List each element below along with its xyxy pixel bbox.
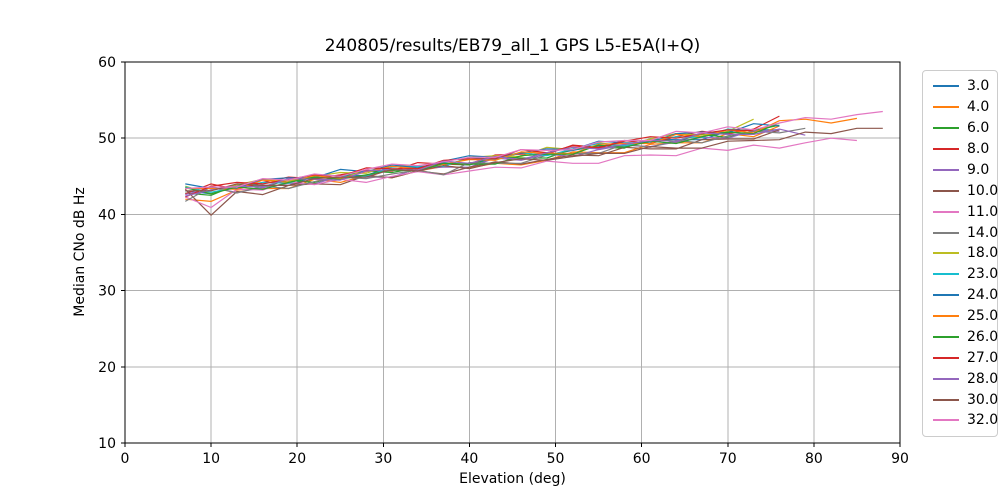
x-tick-label: 80	[805, 451, 823, 467]
series-line-14.0	[185, 127, 806, 202]
legend-item-23.0: 23.0	[933, 264, 998, 284]
x-tick-label: 90	[891, 451, 909, 467]
legend-item-10.0: 10.0	[933, 181, 998, 201]
legend-swatch	[933, 315, 959, 318]
legend-swatch	[933, 398, 959, 401]
y-axis-label: Median CNo dB Hz	[72, 187, 88, 317]
series-line-11.0	[185, 137, 857, 209]
x-tick-label: 70	[719, 451, 737, 467]
legend-item-8.0: 8.0	[933, 139, 991, 159]
legend-item-30.0: 30.0	[933, 390, 998, 410]
legend-swatch	[933, 168, 959, 171]
chart-title: 240805/results/EB79_all_1 GPS L5-E5A(I+Q…	[324, 36, 701, 56]
legend-swatch	[933, 335, 959, 338]
legend-item-32.0: 32.0	[933, 410, 998, 430]
legend-label: 11.0	[967, 203, 999, 220]
y-tick-label: 40	[98, 207, 116, 223]
legend-label: 30.0	[967, 391, 999, 408]
legend-label: 28.0	[967, 370, 999, 387]
legend-label: 3.0	[967, 78, 990, 95]
legend-item-11.0: 11.0	[933, 202, 998, 222]
x-tick-label: 50	[547, 451, 565, 467]
legend-label: 8.0	[967, 141, 990, 158]
legend-item-3.0: 3.0	[933, 76, 991, 96]
y-tick-label: 50	[98, 131, 116, 147]
legend-label: 26.0	[967, 328, 999, 345]
legend-swatch	[933, 252, 959, 255]
series-line-32.0	[185, 110, 883, 190]
legend-swatch	[933, 419, 959, 422]
x-tick-label: 60	[633, 451, 651, 467]
y-tick-label: 20	[98, 360, 116, 376]
x-tick-label: 10	[202, 451, 220, 467]
legend-label: 18.0	[967, 245, 999, 262]
legend-swatch	[933, 377, 959, 380]
legend-label: 24.0	[967, 287, 999, 304]
legend-item-4.0: 4.0	[933, 97, 991, 117]
legend-swatch	[933, 273, 959, 276]
legend-swatch	[933, 189, 959, 192]
x-tick-label: 0	[121, 451, 130, 467]
legend-label: 9.0	[967, 161, 990, 178]
legend-swatch	[933, 294, 959, 297]
y-tick-label: 10	[98, 436, 116, 452]
x-tick-label: 40	[461, 451, 479, 467]
legend-item-28.0: 28.0	[933, 369, 998, 389]
legend-swatch	[933, 210, 959, 213]
y-tick-label: 30	[98, 284, 116, 300]
legend-label: 27.0	[967, 349, 999, 366]
legend-label: 32.0	[967, 412, 999, 429]
legend-item-24.0: 24.0	[933, 285, 998, 305]
legend-swatch	[933, 106, 959, 109]
legend-label: 25.0	[967, 308, 999, 325]
series-line-24.0	[185, 123, 780, 190]
y-tick-label: 60	[98, 55, 116, 71]
series-line-30.0	[185, 127, 883, 192]
x-tick-label: 20	[288, 451, 306, 467]
legend-label: 14.0	[967, 224, 999, 241]
series-line-26.0	[185, 122, 780, 195]
legend-label: 6.0	[967, 120, 990, 137]
legend-swatch	[933, 356, 959, 359]
legend-item-6.0: 6.0	[933, 118, 991, 138]
legend-label: 23.0	[967, 266, 999, 283]
x-tick-label: 30	[374, 451, 392, 467]
plot-spines	[124, 61, 901, 444]
legend-swatch	[933, 127, 959, 130]
legend-swatch	[933, 148, 959, 151]
legend-item-18.0: 18.0	[933, 243, 998, 263]
x-axis-label: Elevation (deg)	[459, 471, 566, 487]
legend-item-26.0: 26.0	[933, 327, 998, 347]
legend: 3.0 4.0 6.0 8.0 9.0 10.0 11.0 14.0 18.0 23.0 24.0 2…	[922, 70, 998, 437]
legend-item-14.0: 14.0	[933, 223, 998, 243]
legend-item-9.0: 9.0	[933, 160, 991, 180]
legend-item-27.0: 27.0	[933, 348, 998, 368]
legend-label: 10.0	[967, 182, 999, 199]
legend-label: 4.0	[967, 99, 990, 116]
legend-item-25.0: 25.0	[933, 306, 998, 326]
legend-swatch	[933, 231, 959, 234]
legend-swatch	[933, 85, 959, 88]
